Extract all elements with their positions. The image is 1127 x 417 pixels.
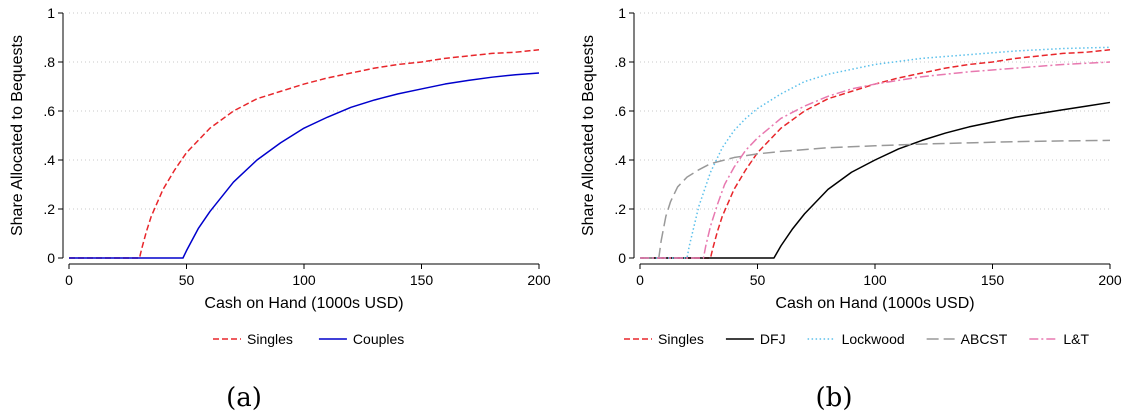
x-tick-label: 50 bbox=[750, 272, 766, 288]
y-tick-label: .4 bbox=[43, 152, 55, 168]
chart-panel-2: 0 .2 .4 .6 .8 1 0 50 100 150 200 Cash on Hand (1000… bbox=[580, 5, 1122, 413]
y-tick-label: 0 bbox=[618, 250, 626, 266]
legend: Singles Couples bbox=[213, 331, 404, 347]
legend-label: Singles bbox=[247, 331, 293, 347]
x-axis-title: Cash on Hand (1000s USD) bbox=[775, 295, 974, 312]
series-line-singles bbox=[640, 49, 1111, 259]
series-line-abcst bbox=[640, 139, 1111, 259]
y-tick-label: .2 bbox=[614, 201, 626, 217]
chart-panel-1: 0 .2 .4 .6 .8 1 0 50 100 150 200 Cash on Hand (1000… bbox=[9, 5, 551, 413]
x-tick-label: 150 bbox=[981, 272, 1005, 288]
y-tick-label: .8 bbox=[614, 54, 626, 70]
legend: Singles DFJ Lockwood ABCST L&T bbox=[624, 331, 1089, 347]
series-line-couples bbox=[69, 72, 540, 259]
x-tick-label: 150 bbox=[410, 272, 434, 288]
y-tick-label: .4 bbox=[614, 152, 626, 168]
x-tick-label: 50 bbox=[179, 272, 195, 288]
series-line-lockwood bbox=[640, 46, 1111, 259]
series-line-l-t bbox=[640, 61, 1111, 259]
y-axis-title: Share Allocated to Bequests bbox=[9, 35, 26, 236]
y-tick-label: .6 bbox=[614, 103, 626, 119]
series-line-dfj bbox=[640, 101, 1111, 259]
y-tick-label: .2 bbox=[43, 201, 55, 217]
legend-label: ABCST bbox=[961, 331, 1008, 347]
legend-label: Singles bbox=[658, 331, 704, 347]
x-tick-label: 100 bbox=[863, 272, 887, 288]
panel-label: (b) bbox=[816, 383, 853, 413]
legend-label: L&T bbox=[1063, 331, 1089, 347]
legend-label: Couples bbox=[353, 331, 404, 347]
y-tick-label: 1 bbox=[47, 5, 55, 21]
series-line-singles bbox=[69, 49, 540, 259]
y-axis-title: Share Allocated to Bequests bbox=[580, 35, 597, 236]
legend-label: DFJ bbox=[760, 331, 786, 347]
legend-label: Lockwood bbox=[842, 331, 905, 347]
panel-label: (a) bbox=[226, 383, 262, 413]
y-tick-label: 0 bbox=[47, 250, 55, 266]
x-tick-label: 0 bbox=[636, 272, 644, 288]
x-axis-title: Cash on Hand (1000s USD) bbox=[204, 295, 403, 312]
x-tick-label: 0 bbox=[65, 272, 73, 288]
y-tick-label: 1 bbox=[618, 5, 626, 21]
y-tick-label: .6 bbox=[43, 103, 55, 119]
x-tick-label: 100 bbox=[292, 272, 316, 288]
x-tick-label: 200 bbox=[527, 272, 551, 288]
y-tick-label: .8 bbox=[43, 54, 55, 70]
x-tick-label: 200 bbox=[1098, 272, 1122, 288]
